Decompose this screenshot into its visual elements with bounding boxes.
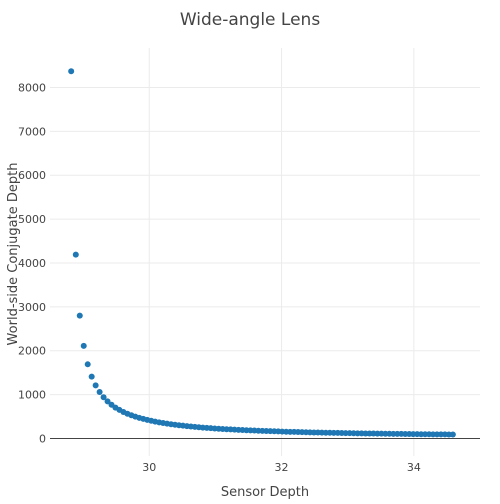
- y-tick-label: 0: [39, 432, 46, 445]
- y-tick-label: 3000: [18, 301, 46, 314]
- x-tick-label: 34: [407, 461, 421, 474]
- y-tick-label: 6000: [18, 169, 46, 182]
- data-point: [84, 361, 91, 368]
- data-point: [96, 388, 103, 395]
- x-axis-title: Sensor Depth: [221, 485, 309, 500]
- y-tick-label: 2000: [18, 345, 46, 358]
- y-tick-label: 1000: [18, 389, 46, 402]
- y-tick-label: 4000: [18, 257, 46, 270]
- x-tick-label: 32: [275, 461, 289, 474]
- data-point: [76, 312, 83, 319]
- y-tick-label: 5000: [18, 213, 46, 226]
- data-point: [449, 431, 456, 438]
- tick-labels: 30 32 34 0 1000 2000 3000 4000 5000 6000 7000 8000: [18, 81, 421, 474]
- x-tick-label: 30: [142, 461, 156, 474]
- y-tick-label: 7000: [18, 125, 46, 138]
- data-point: [92, 382, 99, 389]
- data-point: [88, 373, 95, 380]
- data-point: [68, 68, 75, 75]
- data-point: [72, 251, 79, 258]
- grid-layer: [50, 48, 480, 456]
- y-tick-label: 8000: [18, 81, 46, 94]
- data-point: [104, 398, 111, 405]
- chart-title: Wide-angle Lens: [180, 10, 321, 30]
- data-points: [68, 68, 456, 438]
- y-axis-title: World-side Conjugate Depth: [6, 163, 21, 346]
- data-point: [100, 394, 107, 401]
- data-point: [80, 342, 87, 349]
